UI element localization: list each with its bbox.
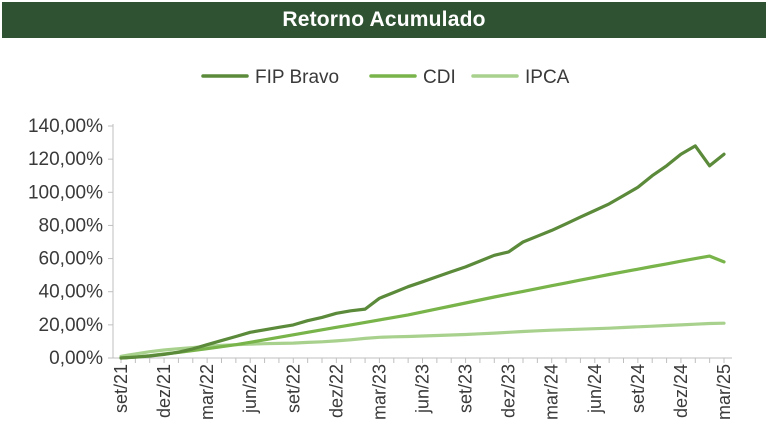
x-tick-label: dez/22: [326, 364, 346, 418]
x-tick-label: dez/24: [671, 364, 691, 418]
y-tick-label: 20,00%: [39, 315, 104, 336]
x-tick-label: dez/21: [154, 364, 174, 418]
y-tick-label: 0,00%: [49, 348, 103, 369]
y-tick-label: 120,00%: [28, 149, 103, 170]
y-tick-label: 140,00%: [28, 116, 103, 137]
y-tick-label: 60,00%: [39, 249, 104, 270]
legend-label-fip-bravo: FIP Bravo: [255, 67, 339, 88]
x-tick-label: set/24: [628, 364, 648, 413]
series-line-fip-bravo: [119, 144, 726, 360]
chart-title: Retorno Acumulado: [282, 8, 486, 31]
series-line-ipca: [119, 321, 726, 358]
series-line-cdi: [119, 254, 726, 360]
legend-label-ipca: IPCA: [525, 67, 570, 88]
x-tick-label: set/22: [283, 364, 303, 413]
title-bar: Retorno Acumulado: [2, 2, 766, 38]
x-tick-label: dez/23: [499, 364, 519, 418]
y-tick-label: 40,00%: [39, 282, 104, 303]
x-tick-label: mar/22: [197, 364, 217, 420]
x-tick-label: jun/24: [585, 364, 605, 414]
x-tick-label: mar/24: [542, 364, 562, 420]
y-tick-label: 80,00%: [39, 215, 104, 236]
x-tick-label: mar/25: [714, 364, 734, 420]
x-tick-label: mar/23: [369, 364, 389, 420]
x-tick-label: jun/22: [240, 364, 260, 414]
x-tick-label: jun/23: [413, 364, 433, 414]
legend-label-cdi: CDI: [423, 67, 456, 88]
y-tick-label: 100,00%: [28, 182, 103, 203]
x-tick-label: set/21: [111, 364, 131, 413]
x-tick-label: set/23: [456, 364, 476, 413]
